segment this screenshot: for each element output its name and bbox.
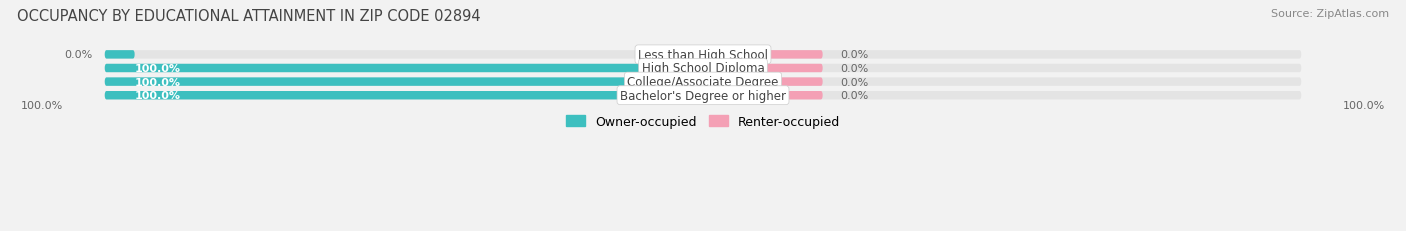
FancyBboxPatch shape bbox=[703, 64, 823, 73]
Text: Bachelor's Degree or higher: Bachelor's Degree or higher bbox=[620, 89, 786, 102]
FancyBboxPatch shape bbox=[703, 51, 823, 59]
Text: 100.0%: 100.0% bbox=[21, 100, 63, 111]
FancyBboxPatch shape bbox=[104, 64, 703, 73]
FancyBboxPatch shape bbox=[104, 64, 1302, 73]
Text: Source: ZipAtlas.com: Source: ZipAtlas.com bbox=[1271, 9, 1389, 19]
Text: 100.0%: 100.0% bbox=[1343, 100, 1385, 111]
Text: 100.0%: 100.0% bbox=[135, 64, 180, 74]
FancyBboxPatch shape bbox=[104, 92, 1302, 100]
Text: OCCUPANCY BY EDUCATIONAL ATTAINMENT IN ZIP CODE 02894: OCCUPANCY BY EDUCATIONAL ATTAINMENT IN Z… bbox=[17, 9, 481, 24]
Text: College/Associate Degree: College/Associate Degree bbox=[627, 76, 779, 89]
Text: 100.0%: 100.0% bbox=[135, 77, 180, 87]
FancyBboxPatch shape bbox=[703, 78, 823, 86]
FancyBboxPatch shape bbox=[104, 92, 703, 100]
Text: Less than High School: Less than High School bbox=[638, 49, 768, 62]
Legend: Owner-occupied, Renter-occupied: Owner-occupied, Renter-occupied bbox=[561, 110, 845, 133]
FancyBboxPatch shape bbox=[104, 51, 135, 59]
Text: High School Diploma: High School Diploma bbox=[641, 62, 765, 75]
Text: 0.0%: 0.0% bbox=[841, 64, 869, 74]
FancyBboxPatch shape bbox=[703, 92, 823, 100]
Text: 0.0%: 0.0% bbox=[841, 77, 869, 87]
Text: 100.0%: 100.0% bbox=[135, 91, 180, 101]
FancyBboxPatch shape bbox=[104, 78, 1302, 86]
Text: 0.0%: 0.0% bbox=[65, 50, 93, 60]
Text: 0.0%: 0.0% bbox=[841, 91, 869, 101]
FancyBboxPatch shape bbox=[104, 51, 1302, 59]
Text: 0.0%: 0.0% bbox=[841, 50, 869, 60]
FancyBboxPatch shape bbox=[104, 78, 703, 86]
